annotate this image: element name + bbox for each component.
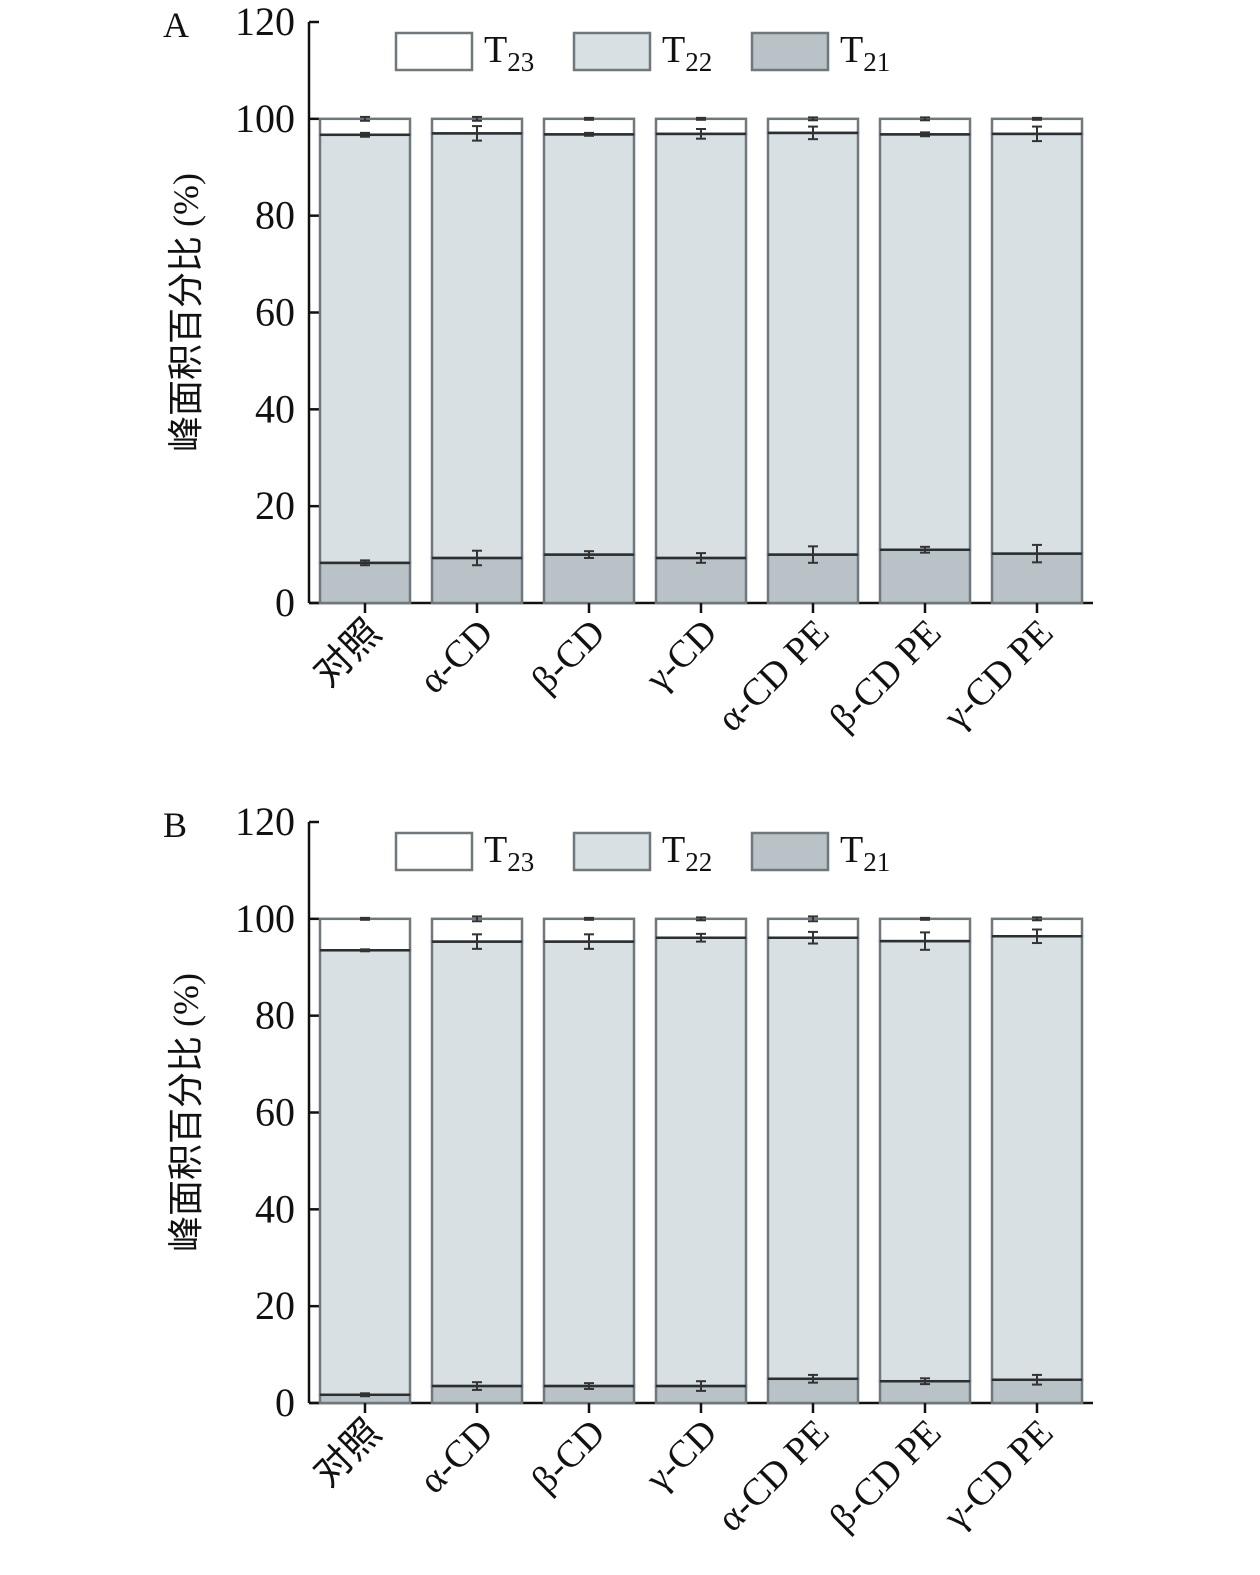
y-axis-label: 峰面积百分比 (%)	[166, 173, 206, 452]
legend-label-main: T	[662, 829, 685, 871]
x-tick-label: γ-CD	[637, 612, 726, 701]
y-tick-label: 20	[255, 1283, 295, 1328]
bar-segment-t22	[990, 132, 1084, 555]
legend-label-subscript: 21	[863, 47, 890, 77]
y-tick-label: 40	[255, 386, 295, 431]
legend-swatch-t22	[572, 831, 652, 872]
legend-label-subscript: 23	[507, 47, 534, 77]
x-tick-label: β-CD PE	[822, 612, 950, 740]
legend-swatch-t21	[750, 831, 830, 872]
x-tick-label: α-CD PE	[709, 1412, 837, 1540]
y-tick-label: 0	[275, 1380, 295, 1425]
bar-segment-t22	[318, 133, 412, 565]
y-tick-label: 60	[255, 1090, 295, 1135]
bar-segment-t22	[654, 132, 748, 560]
bar-segment-t22	[878, 133, 972, 551]
bar-segment-t22	[318, 949, 412, 1397]
legend-label-t21: T21	[840, 29, 890, 77]
legend-label-t21: T21	[840, 829, 890, 877]
bar-segment-t22	[766, 936, 860, 1381]
y-tick-label: 120	[235, 799, 295, 844]
chart-panel-a: A 峰面积百分比 (%) 0 20 40 60 80 100 120 对照 α-CD β-CD γ-CD…	[163, 0, 1093, 740]
x-tick-label: β-CD PE	[822, 1412, 950, 1540]
legend-label-t22: T22	[662, 829, 712, 877]
bar-segment-t22	[878, 939, 972, 1383]
legend-label-subscript: 21	[863, 847, 890, 877]
legend-label-main: T	[484, 829, 507, 871]
legend-swatch-t23	[394, 831, 474, 872]
x-tick-label: β-CD	[524, 1412, 614, 1502]
legend-label-t23: T23	[484, 29, 534, 77]
y-tick-label: 120	[235, 0, 295, 44]
y-tick-label: 80	[255, 993, 295, 1038]
legend-label-main: T	[484, 29, 507, 71]
y-tick-label: 80	[255, 193, 295, 238]
x-tick-label: β-CD	[524, 612, 614, 702]
bar-segment-t22	[430, 940, 524, 1388]
x-tick-label: α-CD PE	[709, 612, 837, 740]
legend-label-subscript: 23	[507, 847, 534, 877]
legend-label-t22: T22	[662, 29, 712, 77]
x-tick-label: 对照	[306, 1412, 389, 1495]
panel-letter: A	[163, 5, 189, 45]
y-tick-label: 100	[235, 96, 295, 141]
x-tick-label: α-CD	[411, 612, 501, 702]
y-tick-label: 100	[235, 896, 295, 941]
legend-label-subscript: 22	[685, 847, 712, 877]
bar-segment-t23	[318, 917, 412, 952]
legend-swatch-t22	[572, 31, 652, 72]
legend-label-main: T	[840, 29, 863, 71]
bar-segment-t22	[766, 131, 860, 556]
bar-segment-t22	[990, 935, 1084, 1382]
bar-segment-t22	[654, 936, 748, 1388]
legend-label-subscript: 22	[685, 47, 712, 77]
y-axis-label: 峰面积百分比 (%)	[166, 973, 206, 1252]
x-tick-label: γ-CD	[637, 1412, 726, 1501]
x-tick-label: α-CD	[411, 1412, 501, 1502]
legend-label-main: T	[662, 29, 685, 71]
y-tick-label: 40	[255, 1186, 295, 1231]
x-tick-label: 对照	[306, 612, 389, 695]
legend-swatch-t21	[750, 31, 830, 72]
bar-segment-t21	[654, 556, 748, 605]
y-tick-label: 0	[275, 580, 295, 625]
y-tick-label: 20	[255, 483, 295, 528]
x-tick-label: γ-CD PE	[935, 612, 1062, 739]
bar-segment-t22	[430, 132, 524, 560]
bar-segment-t21	[542, 553, 636, 605]
bar-segment-t21	[878, 548, 972, 605]
chart-panel-b: B 峰面积百分比 (%) 0 20 40 60 80 100 120 对照 α-CD β-CD γ-CD…	[163, 799, 1093, 1540]
bar-segment-t22	[542, 940, 636, 1388]
legend-swatch-t23	[394, 31, 474, 72]
bar-segment-t22	[542, 133, 636, 556]
y-tick-label: 60	[255, 290, 295, 335]
legend-label-t23: T23	[484, 829, 534, 877]
legend-label-main: T	[840, 829, 863, 871]
bar-segment-t21	[318, 561, 412, 605]
x-tick-label: γ-CD PE	[935, 1412, 1062, 1539]
panel-letter: B	[163, 805, 187, 845]
